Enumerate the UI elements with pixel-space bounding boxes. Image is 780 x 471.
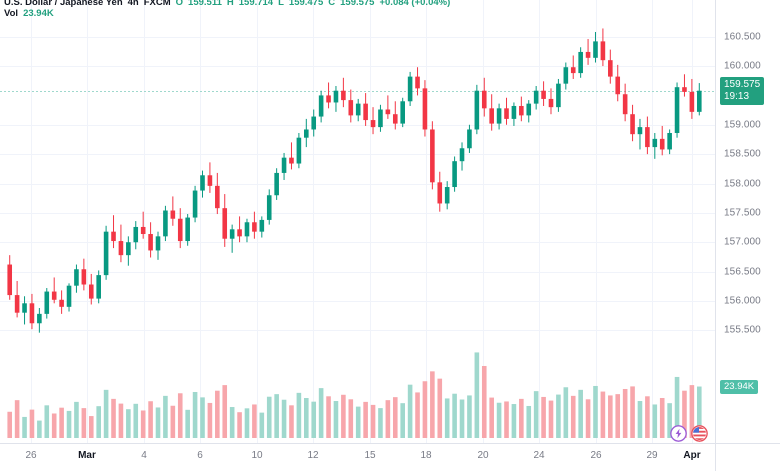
time-tick: Apr	[683, 450, 701, 461]
chart-plot-area[interactable]	[0, 0, 715, 443]
ohlc-close-label: C	[328, 0, 336, 8]
price-tick: 156.500	[724, 266, 761, 278]
volume-label: Vol	[4, 8, 19, 19]
price-tick: 159.000	[724, 119, 761, 131]
ohlc-change-value: +0.084 (+0.04%)	[379, 0, 451, 8]
ohlc-low-label: L	[278, 0, 284, 8]
price-tick: 160.000	[724, 60, 761, 72]
legend-symbol-row[interactable]: U.S. Dollar / Japanese Yen 4h FXCM O 159.…	[4, 0, 450, 8]
us-flag-icon[interactable]	[691, 425, 708, 442]
time-tick: 20	[477, 450, 489, 461]
chart-legend: U.S. Dollar / Japanese Yen 4h FXCM O 159.…	[4, 0, 450, 19]
ohlc-low-value: 159.475	[288, 0, 324, 8]
axis-corner	[715, 443, 780, 471]
current-price-badge[interactable]: 159.575 19:13	[720, 77, 765, 105]
time-tick: 18	[420, 450, 432, 461]
price-tick: 158.500	[724, 148, 761, 160]
volume-badge[interactable]: 23.94K	[720, 379, 759, 394]
legend-volume-row[interactable]: Vol 23.94K	[4, 8, 450, 19]
price-tick: 156.000	[724, 295, 761, 307]
price-tick: 157.500	[724, 207, 761, 219]
time-tick: 24	[533, 450, 545, 461]
time-tick: 29	[646, 450, 658, 461]
time-tick: 26	[25, 450, 37, 461]
ohlc-open-value: 159.511	[188, 0, 222, 8]
time-tick: Mar	[78, 450, 96, 461]
exchange-label: FXCM	[143, 0, 171, 8]
current-price-value: 159.575	[724, 79, 761, 90]
price-tick: 160.500	[724, 31, 761, 43]
time-tick: 4	[141, 450, 147, 461]
symbol-name[interactable]: U.S. Dollar / Japanese Yen	[4, 0, 123, 8]
chart-gridlines	[0, 0, 715, 443]
interval-label[interactable]: 4h	[127, 0, 139, 8]
current-time-value: 19:13	[724, 90, 750, 102]
price-tick: 155.500	[724, 324, 761, 336]
time-tick: 10	[251, 450, 263, 461]
ohlc-high-value: 159.714	[238, 0, 274, 8]
price-tick: 157.000	[724, 236, 761, 248]
time-tick: 15	[364, 450, 376, 461]
candlestick-series	[7, 28, 702, 438]
time-tick: 26	[590, 450, 602, 461]
ohlc-open-label: O	[175, 0, 184, 8]
price-axis[interactable]: 160.500 160.000 159.000 158.500 158.000 157.5…	[715, 0, 780, 443]
lightning-icon[interactable]	[670, 425, 687, 442]
volume-value: 23.94K	[23, 8, 54, 19]
chart-badges	[670, 425, 708, 442]
ohlc-high-label: H	[226, 0, 234, 8]
time-axis[interactable]: 26Mar461012151820242629Apr3	[0, 443, 740, 471]
price-tick: 158.000	[724, 178, 761, 189]
time-tick: 6	[197, 450, 203, 461]
ohlc-close-value: 159.575	[340, 0, 375, 8]
time-tick: 12	[307, 450, 319, 461]
